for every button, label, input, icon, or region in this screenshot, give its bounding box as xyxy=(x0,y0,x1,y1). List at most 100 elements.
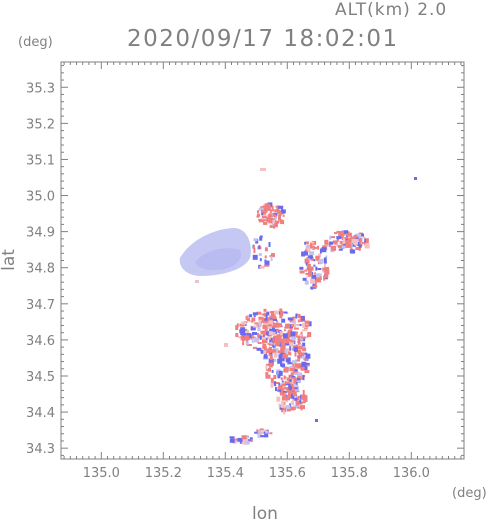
echo-pixel xyxy=(292,391,297,396)
echo-pixel xyxy=(297,346,303,349)
echo-pixel xyxy=(266,334,272,340)
echo-pixel xyxy=(321,247,327,253)
echo-pixel xyxy=(279,391,284,396)
echo-pixel xyxy=(263,219,268,222)
echo-pixel xyxy=(356,233,361,236)
echo-pixel xyxy=(260,349,266,352)
echo-pixel xyxy=(256,429,259,433)
echo-pixel xyxy=(273,352,278,358)
echo-pixel xyxy=(241,321,247,325)
echo-pixel xyxy=(297,319,300,323)
echo-pixel xyxy=(262,429,267,432)
echo-pixel xyxy=(268,331,273,336)
echo-pixel xyxy=(300,318,305,321)
echo-pixel xyxy=(311,274,317,280)
echo-pixel xyxy=(290,331,296,337)
altitude-label: ALT(km) 2.0 xyxy=(335,0,448,20)
echo-pixel xyxy=(284,341,290,346)
echo-pixel xyxy=(314,285,318,288)
echo-pixel xyxy=(347,237,352,243)
echo-pixel xyxy=(297,380,301,383)
echo-pixel xyxy=(267,348,270,353)
echo-pixel xyxy=(297,340,301,345)
echo-field xyxy=(179,168,417,445)
echo-pixel xyxy=(276,369,282,372)
echo-pixel xyxy=(257,327,261,332)
echo-pixel xyxy=(288,331,292,337)
echo-pixel xyxy=(338,248,343,251)
echo-pixel xyxy=(299,315,305,320)
echo-pixel xyxy=(253,325,259,328)
echo-pixel xyxy=(267,317,270,322)
echo-pixel xyxy=(258,218,263,221)
echo-pixel xyxy=(241,338,245,342)
echo-pixel xyxy=(263,322,269,325)
echo-pixel xyxy=(345,241,350,246)
echo-pixel xyxy=(252,317,256,322)
timestamp-title: 2020/09/17 18:02:01 xyxy=(127,26,399,52)
echo-pixel xyxy=(274,328,277,334)
echo-pixel xyxy=(290,401,294,405)
echo-pixel xyxy=(334,240,338,243)
echo-pixel xyxy=(309,266,314,271)
echo-pixel xyxy=(313,259,316,262)
echo-pixel xyxy=(305,272,311,275)
echo-pixel xyxy=(353,235,358,239)
echo-pixel xyxy=(241,435,247,440)
echo-pixel xyxy=(292,363,295,368)
echo-pixel xyxy=(297,313,301,316)
echo-pixel xyxy=(253,315,256,318)
echo-pixel xyxy=(285,405,291,409)
echo-pixel xyxy=(313,272,316,275)
echo-pixel xyxy=(260,168,266,171)
echo-pixel xyxy=(264,260,270,266)
echo-pixel xyxy=(269,347,273,353)
echo-pixel xyxy=(275,343,281,347)
echo-pixel xyxy=(318,253,322,258)
echo-pixel xyxy=(280,311,284,316)
echo-pixel xyxy=(281,364,286,367)
echo-pixel xyxy=(357,235,362,240)
echo-pixel xyxy=(271,218,276,221)
echo-pixel xyxy=(265,430,269,434)
echo-pixel xyxy=(283,387,289,390)
y-tick-label: 34.7 xyxy=(26,298,55,313)
echo-pixel xyxy=(302,277,307,281)
echo-pixel xyxy=(240,335,245,341)
echo-pixel xyxy=(284,366,288,369)
echo-pixel xyxy=(284,329,286,332)
echo-pixel xyxy=(339,240,343,244)
echo-pixel xyxy=(324,263,326,268)
echo-pixel xyxy=(302,342,306,347)
echo-pixel xyxy=(239,323,245,327)
echo-pixel xyxy=(304,320,310,326)
echo-pixel xyxy=(288,386,292,391)
echo-pixel xyxy=(262,339,268,344)
echo-pixel xyxy=(307,332,312,337)
echo-pixel xyxy=(331,236,336,239)
axis-ticks: 135.0 135.2 135.4 135.6 135.8 136.0 34.3 34.4 34… xyxy=(26,62,464,481)
echo-pixel xyxy=(303,352,308,355)
echo-pixel xyxy=(248,320,254,323)
echo-pixel xyxy=(286,367,290,372)
echo-pixel xyxy=(236,323,239,328)
echo-pixel xyxy=(264,247,268,252)
echo-pixel xyxy=(262,345,265,349)
echo-pixel xyxy=(340,235,344,239)
echo-pixel xyxy=(263,331,266,335)
echo-pixel xyxy=(254,431,260,434)
echo-pixel xyxy=(258,245,261,250)
echo-pixel xyxy=(267,324,272,327)
echo-pixel xyxy=(304,269,308,272)
echo-pixel xyxy=(259,235,263,238)
echo-pixel xyxy=(245,440,250,445)
echo-pixel xyxy=(282,333,288,339)
echo-pixel xyxy=(277,350,281,354)
echo-pixel xyxy=(269,224,274,228)
echo-pixel xyxy=(338,244,343,247)
y-tick-label: 35.2 xyxy=(26,117,55,132)
echo-pixel xyxy=(261,336,266,340)
echo-pixel xyxy=(246,344,252,346)
echo-pixel xyxy=(259,334,262,340)
y-tick-label: 34.4 xyxy=(26,406,55,421)
